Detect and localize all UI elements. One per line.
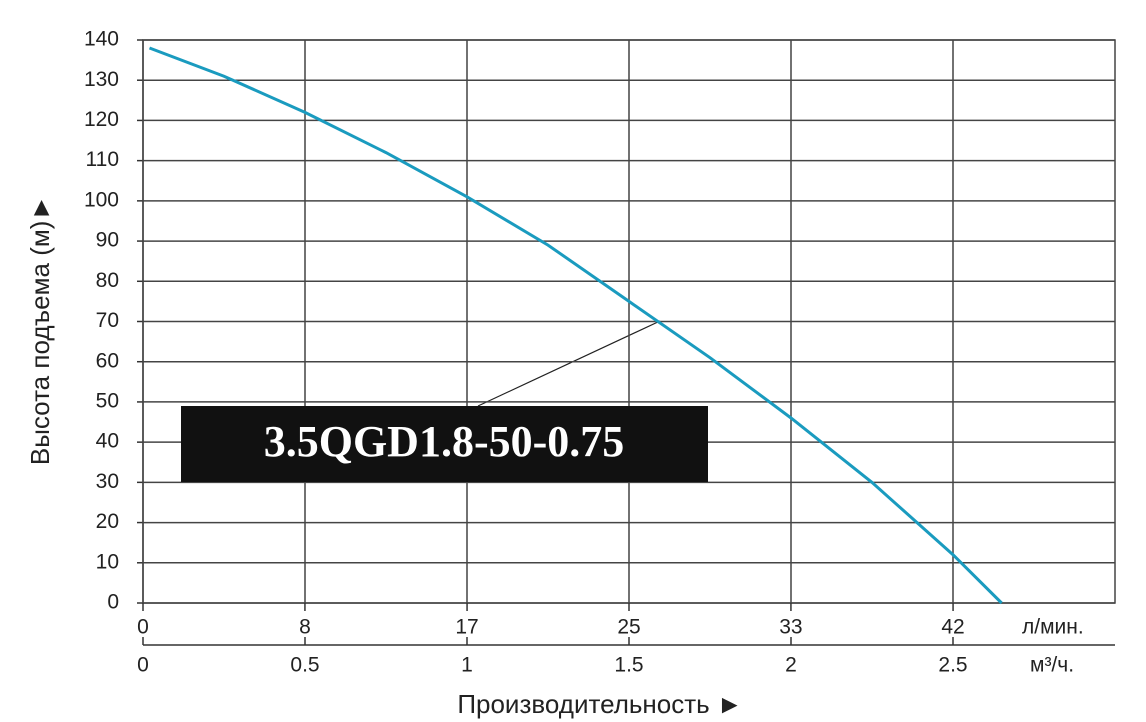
x2-tick-label: 8 [299, 616, 311, 639]
y-tick-label: 70 [96, 309, 119, 332]
x-axis-label: Производительность ► [457, 689, 742, 719]
x-tick-label: 2 [785, 654, 797, 677]
leader-line [477, 320, 661, 407]
x2-tick-label: 42 [941, 616, 964, 639]
x-unit: м³/ч. [1030, 654, 1074, 677]
y-tick-label: 110 [86, 148, 119, 171]
y-tick-label: 60 [96, 349, 119, 372]
x-tick-label: 1.5 [614, 654, 643, 677]
x2-tick-label: 33 [779, 616, 802, 639]
curve [148, 46, 1003, 605]
x2-tick-label: 17 [455, 616, 478, 639]
y-tick-label: 120 [84, 108, 119, 131]
x-tick-label: 0.5 [290, 654, 319, 677]
y-tick-label: 80 [96, 269, 119, 292]
y-tick-label: 140 [84, 28, 119, 51]
y-tick-label: 130 [84, 68, 119, 91]
annotation-box [181, 406, 708, 482]
y-tick-label: 50 [96, 389, 119, 412]
y-tick-label: 10 [96, 550, 119, 573]
x-tick-label: 1 [461, 654, 473, 677]
x2-tick-label: 25 [617, 616, 640, 639]
y-tick-label: 90 [96, 229, 119, 252]
annotation: 3.5QGD1.8-50-0.75 [264, 417, 625, 466]
y-tick-label: 100 [84, 188, 119, 211]
x-tick-label: 0 [137, 654, 149, 677]
x2-unit: л/мин. [1022, 616, 1084, 639]
y-tick-label: 40 [96, 430, 119, 453]
x-tick-label: 2.5 [938, 654, 967, 677]
y-tick-label: 20 [96, 510, 119, 533]
y-tick-label: 0 [107, 591, 119, 614]
x2-tick-label: 0 [137, 616, 149, 639]
y-tick-label: 30 [96, 470, 119, 493]
y-axis-label: Высота подъема (м)► [25, 195, 55, 465]
